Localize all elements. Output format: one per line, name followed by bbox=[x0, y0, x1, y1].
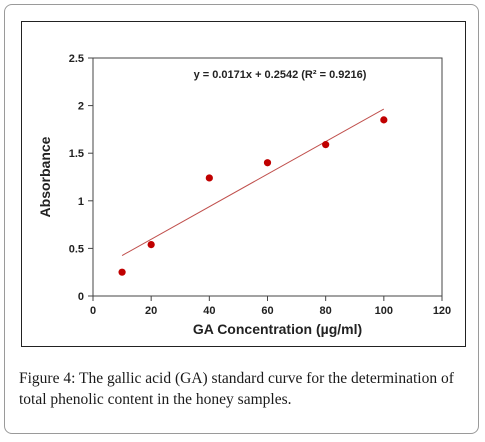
trendline bbox=[121, 108, 385, 256]
y-tick-label: 1 bbox=[78, 196, 84, 208]
figure-frame: 0 20 40 60 80 100 120 0 0.5 1 1.5 2 2.5 y = 0.0171x … bbox=[4, 4, 479, 434]
data-point bbox=[147, 240, 155, 249]
data-point bbox=[263, 159, 272, 167]
x-axis-title: GA Concentration (µg/ml) bbox=[193, 321, 362, 337]
data-point bbox=[380, 116, 388, 124]
caption-label: Figure 4: bbox=[19, 370, 76, 387]
x-tick-label: 60 bbox=[261, 305, 273, 317]
chart-area: 0 20 40 60 80 100 120 0 0.5 1 1.5 2 2.5 y = 0.0171x … bbox=[21, 21, 466, 347]
data-points bbox=[118, 116, 388, 276]
data-point bbox=[118, 268, 126, 276]
y-tick-label: 2.5 bbox=[69, 53, 84, 65]
axes: 0 20 40 60 80 100 120 0 0.5 1 1.5 2 2.5 bbox=[69, 53, 451, 317]
y-tick-label: 0.5 bbox=[69, 243, 84, 255]
trendline-group bbox=[121, 108, 385, 256]
trendline-equation: y = 0.0171x + 0.2542 (R² = 0.9216) bbox=[194, 69, 367, 81]
scatter-chart: 0 20 40 60 80 100 120 0 0.5 1 1.5 2 2.5 y = 0.0171x … bbox=[37, 53, 451, 337]
plot-border bbox=[92, 57, 443, 297]
y-axis-title: Absorbance bbox=[37, 136, 53, 217]
y-tick-label: 2 bbox=[78, 101, 84, 113]
x-tick-label: 80 bbox=[320, 305, 332, 317]
data-point bbox=[205, 174, 213, 182]
data-point bbox=[322, 141, 330, 149]
y-tick-label: 1.5 bbox=[69, 148, 84, 160]
x-tick-label: 120 bbox=[433, 305, 451, 317]
caption-text: The gallic acid (GA) standard curve for … bbox=[19, 370, 454, 408]
x-tick-label: 40 bbox=[203, 305, 215, 317]
y-tick-label: 0 bbox=[78, 291, 84, 303]
x-tick-label: 100 bbox=[375, 305, 393, 317]
figure-caption: Figure 4: The gallic acid (GA) standard … bbox=[19, 368, 474, 410]
x-tick-label: 0 bbox=[90, 305, 96, 317]
x-tick-label: 20 bbox=[145, 305, 157, 317]
